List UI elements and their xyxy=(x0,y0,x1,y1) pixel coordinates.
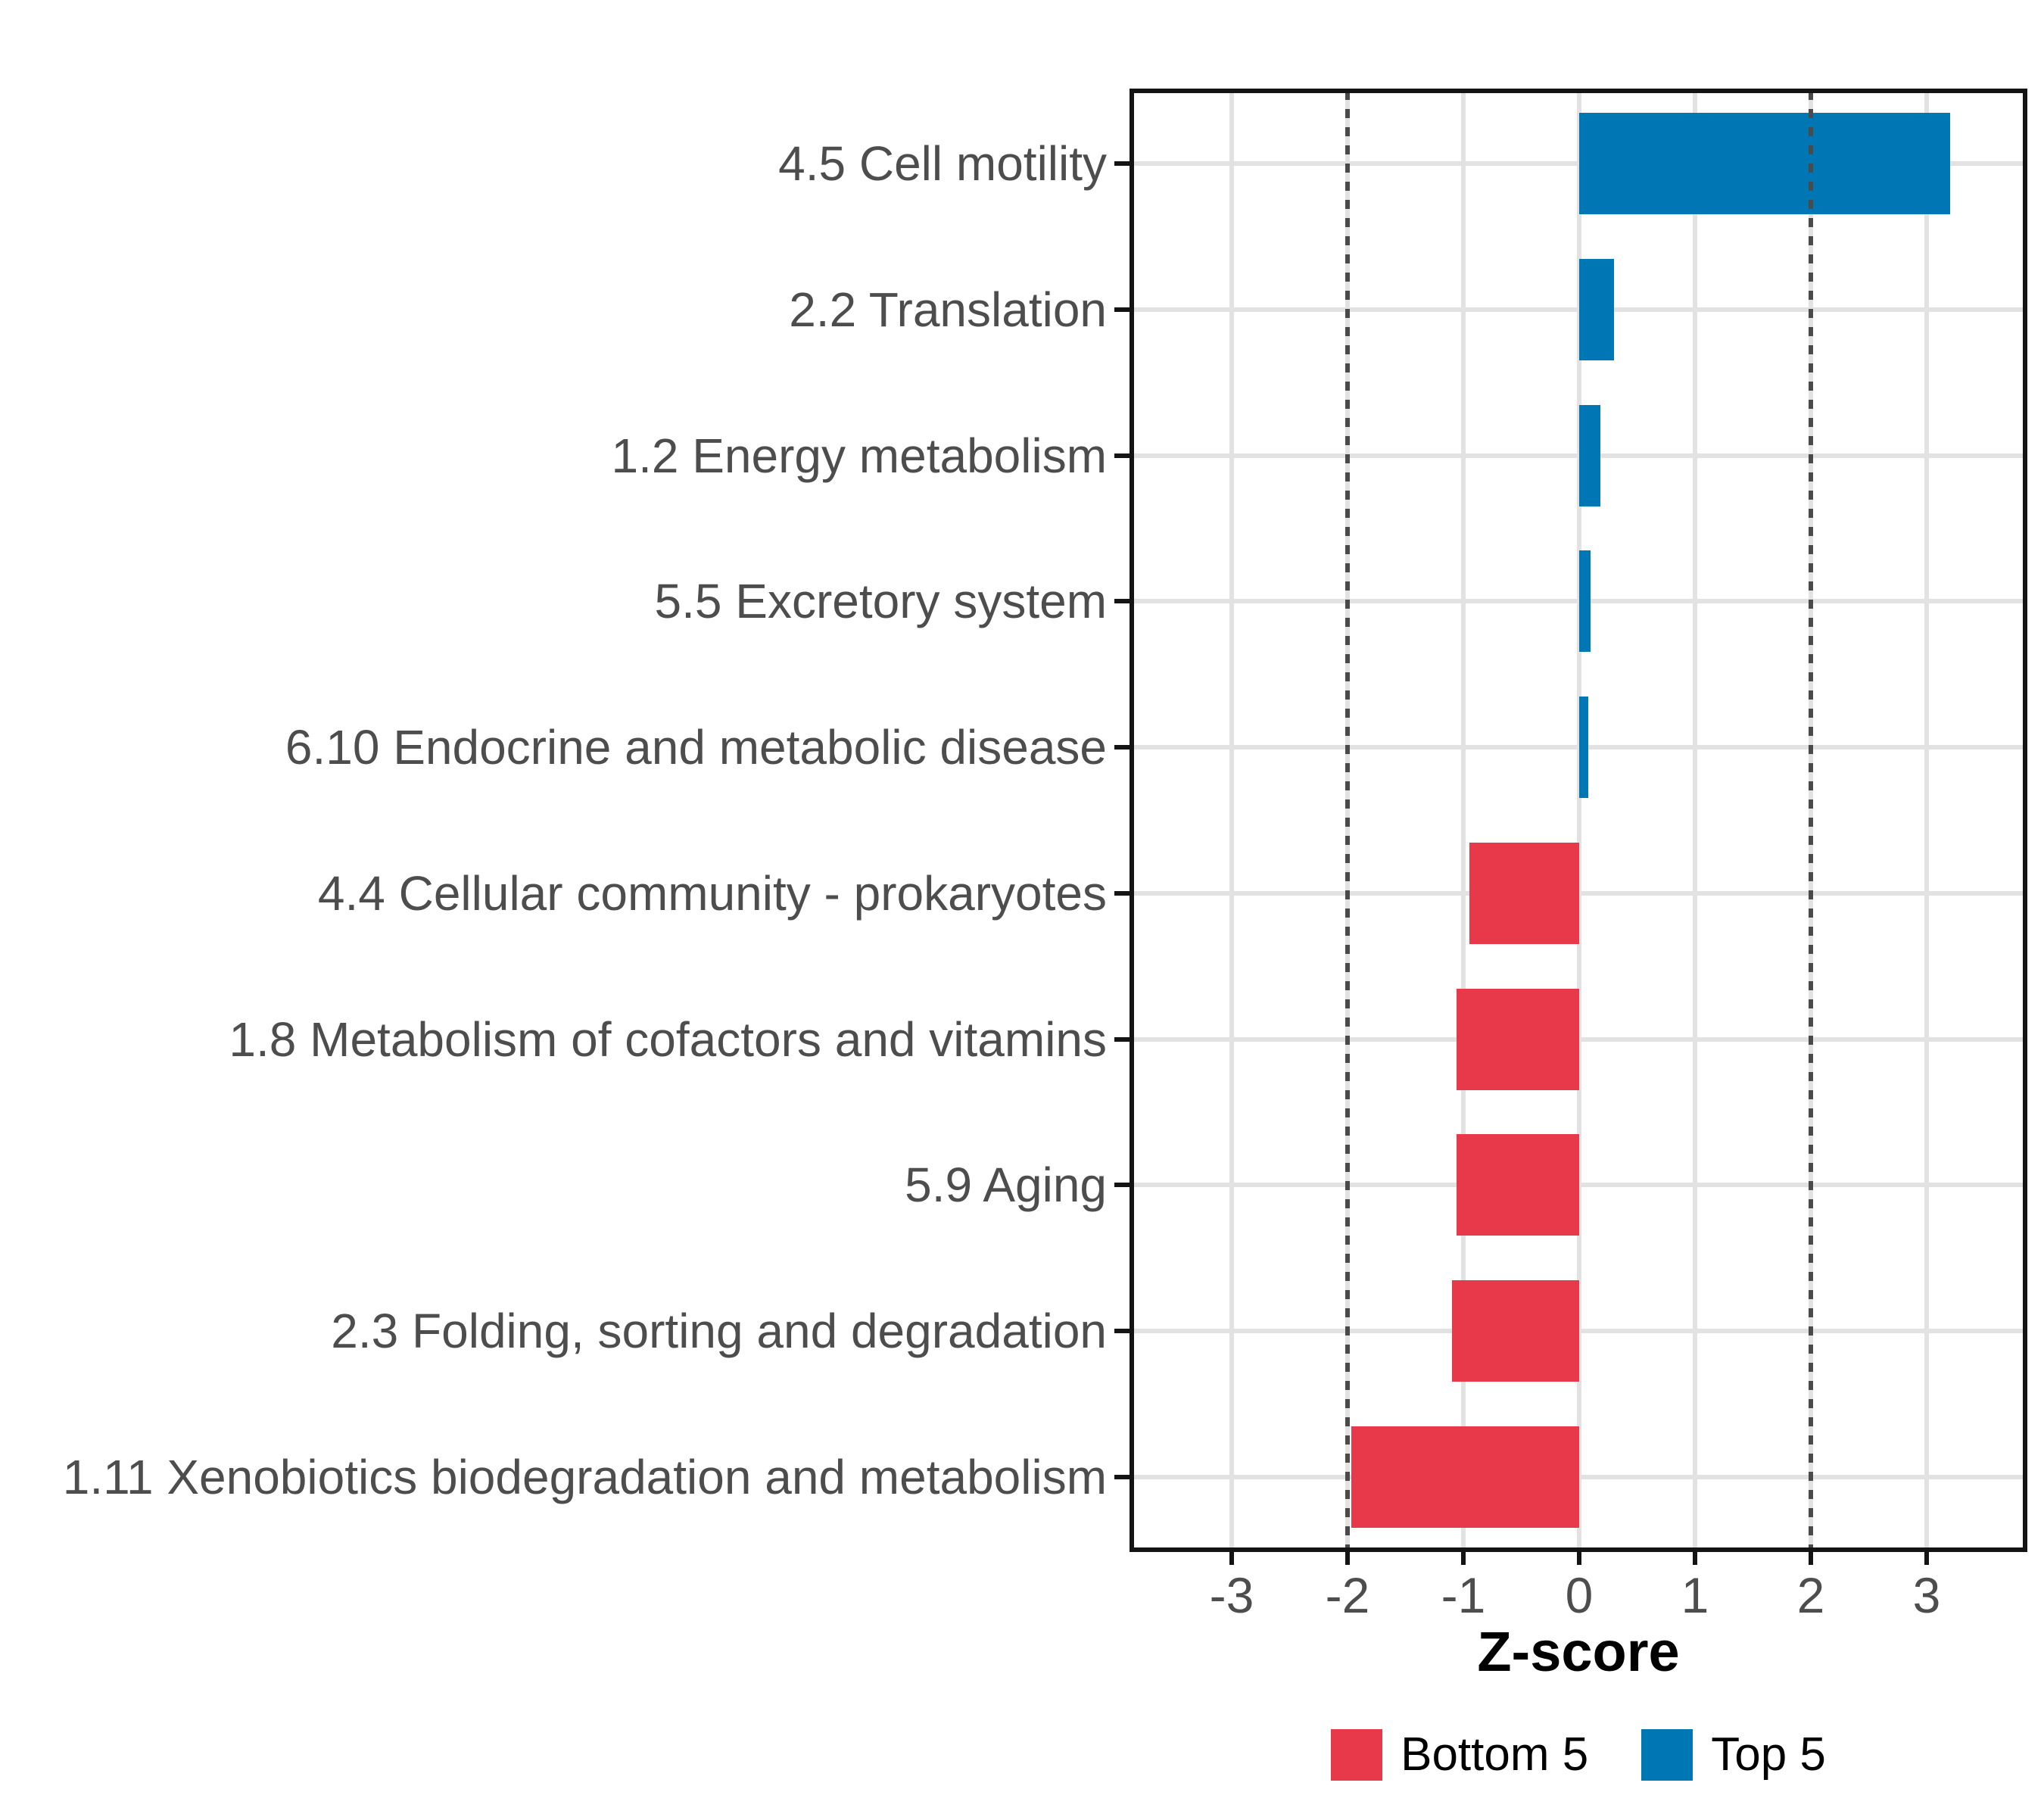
gridline-vertical xyxy=(1924,91,1929,1550)
y-axis-tick xyxy=(1114,890,1129,896)
x-axis-tick-label: -3 xyxy=(1209,1567,1254,1623)
y-axis-label: 1.2 Energy metabolism xyxy=(611,428,1107,483)
x-axis-tick xyxy=(1809,1550,1813,1565)
legend-item-top5: Top 5 xyxy=(1641,1728,1826,1782)
x-axis-title: Z-score xyxy=(1477,1620,1680,1683)
x-axis-tick-label: -1 xyxy=(1441,1567,1486,1623)
bar-4-4-cellular-community-prokaryotes xyxy=(1469,842,1579,944)
x-axis-tick xyxy=(1229,1550,1234,1565)
bar-1-8-metabolism-of-cofactors-and-vitamins xyxy=(1456,988,1579,1090)
x-axis-tick xyxy=(1693,1550,1697,1565)
x-axis-tick-label: 3 xyxy=(1912,1567,1941,1623)
y-axis-tick xyxy=(1114,307,1129,313)
legend: Bottom 5 Top 5 xyxy=(1132,1728,2025,1782)
y-axis-label: 2.2 Translation xyxy=(789,282,1107,338)
x-axis-tick xyxy=(1577,1550,1581,1565)
y-axis-label: 4.4 Cellular community - prokaryotes xyxy=(317,865,1107,921)
y-axis-label: 2.3 Folding, sorting and degradation xyxy=(331,1303,1107,1358)
bar-1-2-energy-metabolism xyxy=(1579,404,1600,506)
bar-2-3-folding-sorting-and-degradation xyxy=(1451,1279,1579,1382)
y-axis-tick xyxy=(1114,161,1129,167)
y-axis-label: 5.9 Aging xyxy=(905,1158,1107,1213)
bar-2-2-translation xyxy=(1579,259,1614,361)
y-axis-tick xyxy=(1114,599,1129,604)
x-axis-tick-label: 0 xyxy=(1565,1567,1594,1623)
bar-4-5-cell-motility xyxy=(1579,113,1950,215)
bar-5-9-aging xyxy=(1456,1134,1579,1236)
y-axis-label: 1.11 Xenobiotics biodegradation and meta… xyxy=(62,1449,1107,1504)
y-axis-label: 6.10 Endocrine and metabolic disease xyxy=(285,720,1107,775)
x-axis-tick xyxy=(1924,1550,1929,1565)
x-axis-tick-label: 2 xyxy=(1796,1567,1825,1623)
x-axis-tick-label: -2 xyxy=(1325,1567,1370,1623)
bar-6-10-endocrine-and-metabolic-disease xyxy=(1579,697,1589,799)
y-axis-tick xyxy=(1114,1328,1129,1333)
bar-5-5-excretory-system xyxy=(1579,550,1591,653)
x-axis-tick xyxy=(1345,1550,1350,1565)
bar-1-11-xenobiotics-biodegradation-and-metabolism xyxy=(1351,1426,1579,1528)
gridline-vertical xyxy=(1693,91,1697,1550)
y-axis-tick xyxy=(1114,1183,1129,1188)
legend-swatch-top5 xyxy=(1641,1729,1693,1781)
y-axis-tick xyxy=(1114,745,1129,750)
legend-swatch-bottom5 xyxy=(1331,1729,1383,1781)
x-axis-tick-label: 1 xyxy=(1681,1567,1709,1623)
gridline-vertical xyxy=(1577,91,1581,1550)
legend-label-bottom5: Bottom 5 xyxy=(1401,1728,1589,1781)
x-axis-tick xyxy=(1461,1550,1466,1565)
y-axis-label: 4.5 Cell motility xyxy=(778,136,1107,192)
gridline-vertical xyxy=(1229,91,1234,1550)
y-axis-tick xyxy=(1114,1036,1129,1042)
y-axis-label: 1.8 Metabolism of cofactors and vitamins xyxy=(229,1011,1107,1067)
legend-item-bottom5: Bottom 5 xyxy=(1331,1728,1588,1782)
reference-line--2 xyxy=(1345,91,1350,1550)
gridline-vertical xyxy=(1461,91,1466,1550)
reference-line-2 xyxy=(1809,91,1813,1550)
legend-label-top5: Top 5 xyxy=(1711,1728,1826,1781)
y-axis-tick xyxy=(1114,453,1129,458)
y-axis-label: 5.5 Excretory system xyxy=(654,574,1108,629)
y-axis-tick xyxy=(1114,1474,1129,1479)
